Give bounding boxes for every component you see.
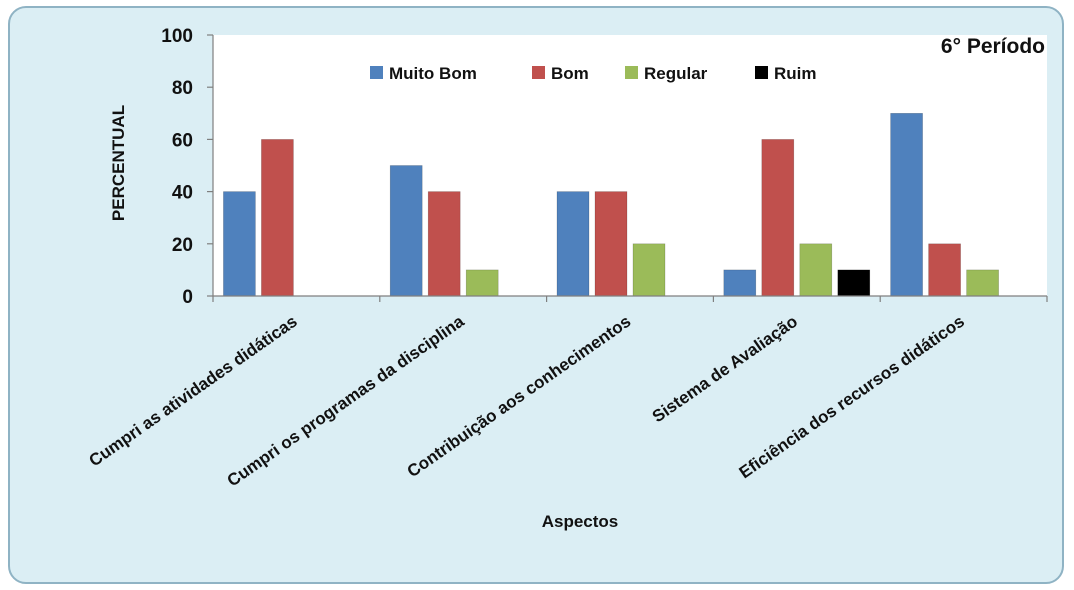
legend-label-muito-bom: Muito Bom [389,64,477,83]
bar-muito-bom-3 [723,269,757,297]
y-tick-label: 80 [172,78,193,99]
bar-bom-0 [261,139,294,297]
bars-group [223,113,999,297]
y-axis-title: PERCENTUAL [109,105,128,221]
y-tick-label: 0 [182,287,193,308]
legend: Muito Bom Bom Regular Ruim [370,64,817,83]
legend-label-regular: Regular [644,64,708,83]
x-axis-title: Aspectos [542,512,619,531]
y-tick-label: 20 [172,235,193,256]
legend-swatch-regular [625,66,638,79]
bar-muito-bom-4 [890,113,923,297]
bar-ruim-3 [837,269,871,297]
bar-regular-1 [465,269,499,297]
bar-regular-4 [966,269,999,297]
bar-bom-1 [427,191,461,297]
legend-label-bom: Bom [551,64,589,83]
y-ticks-group: 0 20 40 60 80 100 [161,26,213,308]
bar-muito-bom-1 [389,165,423,297]
bar-regular-2 [632,243,666,297]
legend-swatch-bom [532,66,545,79]
bar-muito-bom-2 [556,191,590,297]
bar-bom-3 [761,139,795,297]
y-tick-label: 40 [172,183,193,204]
bar-muito-bom-0 [223,191,256,297]
y-tick-label: 60 [172,130,193,151]
x-category-label: Sistema de Avaliação [649,312,801,427]
bar-bom-2 [594,191,628,297]
chart-title: 6° Período [941,35,1045,58]
legend-label-ruim: Ruim [774,64,817,83]
legend-swatch-muito-bom [370,66,383,79]
axes-group [212,35,1048,302]
y-tick-label: 100 [161,26,193,47]
bar-bom-4 [928,243,961,297]
legend-swatch-ruim [755,66,768,79]
bar-regular-3 [799,243,833,297]
